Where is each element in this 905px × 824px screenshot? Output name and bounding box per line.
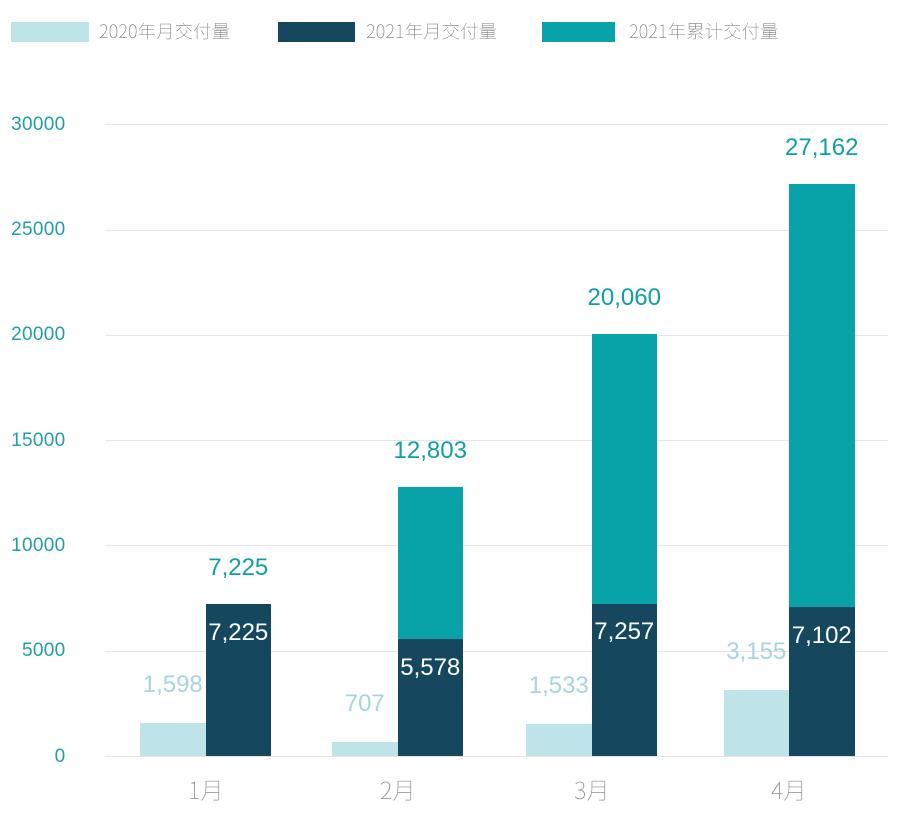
value-label-2021-cumulative: 27,162 xyxy=(785,134,859,162)
gridline-10000 xyxy=(105,545,888,547)
legend-label-glyphs xyxy=(99,22,230,40)
gridline-15000 xyxy=(105,440,888,442)
bar-group-3: 1,533 7,257 20,060 xyxy=(526,0,661,824)
legend-swatch-2021-cumulative xyxy=(541,22,615,42)
legend: 2020年月交付量 2021年月交付量 2021年累计交付量 xyxy=(0,0,905,60)
bar-2021-cumulative-segment xyxy=(789,184,855,607)
value-label-2021-monthly: 7,257 xyxy=(594,618,655,646)
gridline-25000 xyxy=(105,229,888,231)
value-label-2020-monthly: 1,533 xyxy=(528,672,589,700)
value-label-2021-monthly: 7,225 xyxy=(208,619,269,647)
legend-item-2020-monthly[interactable]: 2020年月交付量 xyxy=(11,18,234,44)
y-axis-tick-label: 10000 xyxy=(11,534,66,556)
bar-2020-monthly xyxy=(332,741,398,757)
value-label-2021-cumulative: 20,060 xyxy=(587,283,661,311)
bar-group-1: 1,598 7,225 7,225 xyxy=(140,0,271,824)
legend-swatch-2020-monthly xyxy=(11,22,89,42)
y-axis-tick-label: 0 xyxy=(54,745,66,767)
value-label-2020-monthly: 3,155 xyxy=(726,638,787,666)
value-label-2020-monthly: 707 xyxy=(344,689,385,717)
value-label-2020-monthly: 1,598 xyxy=(142,671,203,699)
legend-swatch-2021-monthly xyxy=(278,22,355,42)
bar-2020-monthly xyxy=(140,722,206,757)
value-label-2021-cumulative: 7,225 xyxy=(208,554,269,582)
bar-2021-monthly-segment xyxy=(789,606,855,757)
gridline-30000 xyxy=(105,124,888,126)
legend-label-glyphs xyxy=(366,22,496,40)
value-label-2021-cumulative: 12,803 xyxy=(393,436,467,464)
bar-2021-monthly-segment xyxy=(397,639,463,757)
value-label-2021-monthly: 7,102 xyxy=(791,621,852,649)
y-axis-tick-label: 30000 xyxy=(11,113,66,135)
gridline-0 xyxy=(105,756,888,757)
bar-group-2: 707 5,578 12,803 xyxy=(332,0,467,824)
bar-2021-cumulative-segment xyxy=(397,486,463,640)
value-label-2021-monthly: 5,578 xyxy=(400,653,461,681)
bar-2020-monthly xyxy=(526,724,592,757)
legend-item-2021-cumulative[interactable]: 2021年累计交付量 xyxy=(541,18,783,44)
bar-2021-monthly-segment xyxy=(205,604,271,757)
x-axis-label-glyphs xyxy=(380,780,411,801)
x-axis-label-glyphs xyxy=(574,780,605,801)
gridline-20000 xyxy=(105,334,888,336)
y-axis-tick-label: 5000 xyxy=(22,640,66,662)
y-axis-tick-label: 25000 xyxy=(11,219,66,240)
gridline-5000 xyxy=(105,650,888,652)
legend-item-2021-monthly[interactable]: 2021年月交付量 xyxy=(278,18,501,44)
legend-label-glyphs xyxy=(629,22,778,40)
bar-group-4: 3,155 7,102 27,162 xyxy=(723,0,858,824)
bar-2021-monthly-segment xyxy=(591,603,657,757)
y-axis-tick-label: 20000 xyxy=(11,324,66,346)
x-axis-label-glyphs xyxy=(189,780,219,801)
y-axis-tick-label: 15000 xyxy=(11,429,66,451)
bar-2021-cumulative-segment xyxy=(591,334,657,604)
bar-2020-monthly xyxy=(723,690,789,757)
